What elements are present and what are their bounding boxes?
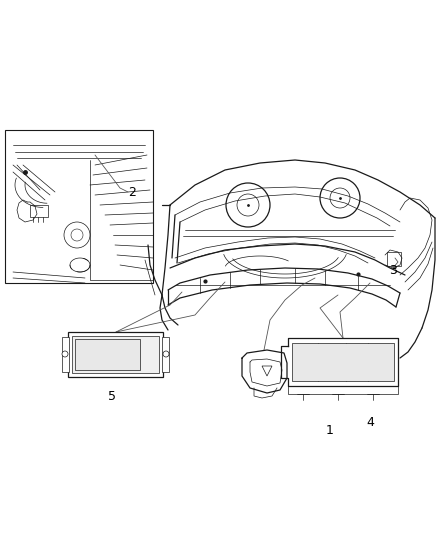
Bar (387, 252, 401, 266)
Bar (162, 337, 169, 372)
Circle shape (62, 351, 68, 357)
Bar (292, 343, 394, 381)
Text: 2: 2 (128, 187, 136, 199)
Bar (68, 332, 163, 377)
Text: 4: 4 (366, 416, 374, 429)
Circle shape (163, 351, 169, 357)
Bar (75, 339, 140, 370)
Text: 1: 1 (326, 424, 334, 437)
Bar (288, 386, 398, 394)
Text: 5: 5 (108, 391, 116, 403)
Bar (30, 205, 48, 217)
Bar (72, 336, 159, 373)
Bar (62, 337, 69, 372)
Bar (5, 130, 153, 283)
Text: 3: 3 (389, 263, 397, 277)
